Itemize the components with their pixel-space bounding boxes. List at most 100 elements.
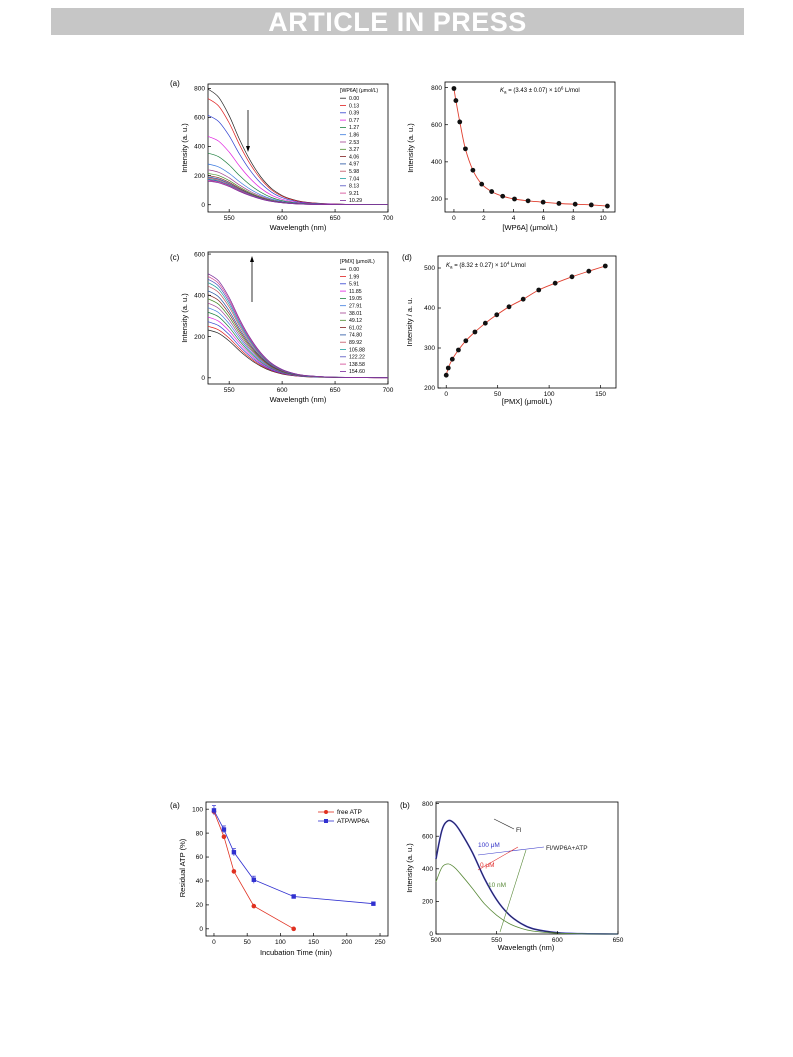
label-fl-wp6a-atp: Fl/WP6A+ATP bbox=[546, 845, 588, 852]
data-point bbox=[445, 365, 451, 371]
data-point bbox=[291, 926, 296, 932]
decrease-arrow-head bbox=[246, 146, 250, 152]
y-tick-label: 500 bbox=[424, 265, 435, 272]
legend-entry: 105.88 bbox=[349, 347, 365, 353]
plot-frame bbox=[207, 83, 389, 213]
spectrum-line bbox=[207, 180, 388, 206]
legend-entry: 89.92 bbox=[349, 340, 362, 346]
x-tick-label: 150 bbox=[308, 939, 319, 946]
x-ticks: 0 2 4 6 8 10 bbox=[452, 209, 607, 222]
data-point bbox=[536, 287, 542, 293]
data-points bbox=[451, 86, 610, 209]
data-point bbox=[540, 199, 546, 205]
y-tick-label: 600 bbox=[194, 251, 205, 258]
legend-entry: 138.58 bbox=[349, 362, 365, 368]
legend-entry: 1.86 bbox=[349, 133, 359, 139]
legend-entry: 27.91 bbox=[349, 304, 362, 310]
legend-title: [WP6A] (μmol/L) bbox=[340, 88, 378, 94]
fit-curve bbox=[453, 88, 608, 207]
y-tick-label: 0 bbox=[199, 926, 203, 933]
binding-constant-annotation: Ka = (3.43 ± 0.07) × 106 L/mol bbox=[500, 86, 580, 95]
x-tick-label: 500 bbox=[431, 937, 442, 944]
x-tick-label: 8 bbox=[571, 215, 575, 222]
spectrum-10nm bbox=[435, 863, 619, 935]
data-point bbox=[456, 347, 461, 353]
x-axis-label: [PMX] (μmol/L) bbox=[502, 397, 553, 406]
figure1-panel-b: Ka = (3.43 ± 0.07) × 106 L/mol 0 2 4 6 8 10 2… bbox=[406, 81, 616, 232]
y-tick-label: 200 bbox=[194, 334, 205, 341]
legend-entry: 0.00 bbox=[349, 267, 359, 273]
y-axis-label: Intensity (a. u.) bbox=[405, 843, 414, 893]
plot-frame bbox=[205, 801, 389, 937]
data-point bbox=[251, 877, 257, 882]
y-tick-label: 400 bbox=[194, 144, 205, 151]
spectrum-fl bbox=[435, 820, 619, 935]
x-tick-label: 600 bbox=[552, 937, 563, 944]
x-tick-label: 150 bbox=[595, 391, 606, 398]
binding-constant-annotation: Ka = (8.32 ± 0.27) × 104 L/mol bbox=[446, 261, 526, 270]
y-tick-label: 200 bbox=[422, 899, 433, 906]
data-point bbox=[494, 312, 500, 318]
y-tick-label: 200 bbox=[424, 385, 435, 392]
data-point bbox=[482, 320, 488, 326]
y-tick-label: 600 bbox=[431, 122, 442, 129]
label-100-um: 100 μM bbox=[478, 842, 500, 849]
x-tick-label: 50 bbox=[244, 939, 252, 946]
spectra-curves bbox=[435, 819, 619, 935]
k-subscript: a bbox=[450, 265, 453, 270]
legend-entry: 4.97 bbox=[349, 162, 359, 168]
figure1-panel-a: (a) [WP6A] (μmol/L) 0.000.13 0.390.771.27… bbox=[170, 79, 394, 232]
data-point bbox=[231, 869, 237, 874]
y-tick-label: 80 bbox=[196, 830, 204, 837]
k-unit: L/mol bbox=[563, 88, 579, 94]
legend: free ATP ATP/WP6A bbox=[318, 809, 370, 825]
series-lines bbox=[211, 805, 376, 932]
article-in-press-banner: ARTICLE IN PRESS bbox=[51, 8, 744, 37]
x-axis-label: Wavelength (nm) bbox=[498, 943, 555, 952]
y-axis-label: Intensity (a. u.) bbox=[180, 123, 189, 173]
k-value: = (8.32 ± 0.27) × 10 bbox=[453, 263, 508, 269]
plot-frame bbox=[207, 251, 389, 385]
x-tick-label: 650 bbox=[613, 937, 624, 944]
fl-pointer-line bbox=[493, 818, 515, 830]
y-tick-label: 400 bbox=[424, 305, 435, 312]
y-ticks: 0 200 400 600 800 bbox=[194, 86, 211, 209]
legend-entry: 0.13 bbox=[349, 103, 359, 109]
panel-letter-a: (a) bbox=[170, 79, 180, 88]
data-point bbox=[457, 119, 463, 125]
data-point bbox=[500, 193, 506, 199]
y-ticks: 0 200 400 600 bbox=[194, 251, 211, 382]
fit-curve bbox=[445, 265, 606, 376]
data-point bbox=[489, 189, 495, 194]
panel-letter-c: (c) bbox=[170, 253, 180, 262]
y-ticks: 0 20 40 60 80 100 bbox=[192, 806, 209, 933]
legend-entry: 8.13 bbox=[349, 184, 359, 190]
y-axis-label: Intensity (a. u.) bbox=[180, 293, 189, 343]
legend-entry: 5.91 bbox=[349, 282, 359, 288]
plot-frame bbox=[437, 255, 617, 389]
data-point bbox=[604, 203, 610, 209]
x-axis-label: Wavelength (nm) bbox=[270, 223, 327, 232]
legend-entry: 2.53 bbox=[349, 140, 359, 146]
plot-frame bbox=[435, 801, 619, 935]
k-value: = (3.43 ± 0.07) × 10 bbox=[507, 88, 562, 94]
figure2-panel-a: (a) free ATP ATP/WP6A 0 50 100 150 200 250 0 20… bbox=[170, 801, 389, 957]
data-point bbox=[572, 201, 578, 207]
y-tick-label: 0 bbox=[201, 202, 205, 209]
y-tick-label: 300 bbox=[424, 345, 435, 352]
y-tick-label: 800 bbox=[431, 85, 442, 92]
data-point bbox=[463, 146, 468, 152]
y-tick-label: 600 bbox=[194, 115, 205, 122]
legend-marker bbox=[324, 819, 328, 823]
data-point bbox=[525, 198, 531, 204]
data-point bbox=[472, 329, 478, 335]
legend: [WP6A] (μmol/L) 0.000.13 0.390.771.27 1.86… bbox=[340, 88, 378, 204]
y-tick-label: 200 bbox=[194, 173, 205, 180]
spectra-lines bbox=[207, 88, 389, 206]
legend-entry: 7.04 bbox=[349, 176, 359, 182]
plot-frame bbox=[444, 81, 616, 213]
x-tick-label: 2 bbox=[482, 215, 486, 222]
figure1-panel-d: (d) Ka = (8.32 ± 0.27) × 104 L/mol 0 50 10… bbox=[402, 253, 617, 406]
y-tick-label: 0 bbox=[201, 375, 205, 382]
